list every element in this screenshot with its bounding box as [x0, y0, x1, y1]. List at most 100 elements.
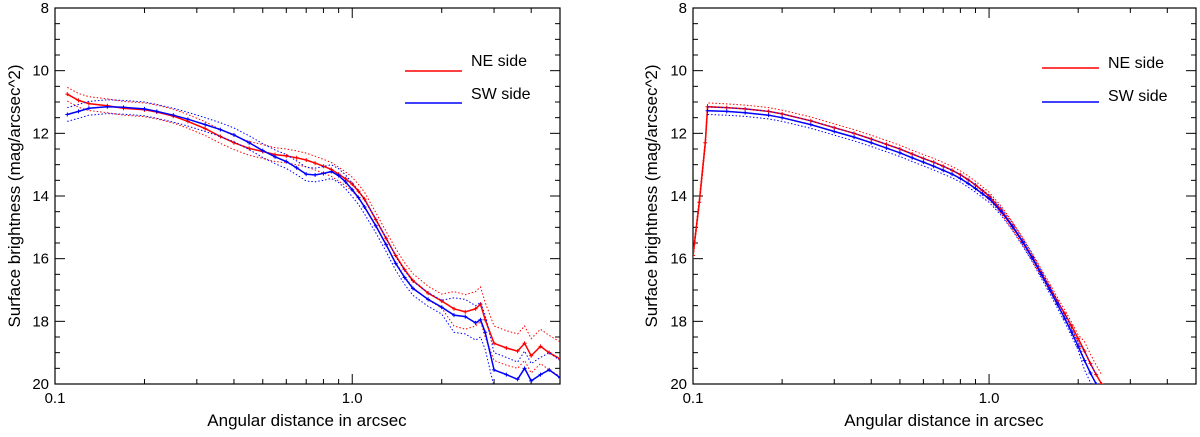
data-point	[1088, 371, 1093, 376]
data-point	[362, 204, 367, 209]
data-point	[313, 161, 318, 166]
y-tick-label: 16	[32, 251, 49, 268]
data-point	[1099, 382, 1104, 384]
error-envelope-upper	[693, 109, 1097, 384]
data-point	[558, 375, 560, 380]
y-tick-label: 12	[670, 125, 687, 142]
data-point	[808, 122, 813, 127]
y-tick-label: 16	[670, 251, 687, 268]
data-point	[142, 106, 147, 111]
data-point	[705, 108, 710, 113]
data-point	[1076, 336, 1081, 341]
data-point	[1039, 272, 1044, 277]
data-point	[941, 164, 946, 169]
y-tick-label: 10	[32, 63, 49, 80]
data-point	[231, 140, 236, 145]
data-point	[294, 165, 299, 170]
data-point	[973, 186, 978, 191]
data-point	[65, 112, 70, 117]
data-point	[65, 92, 70, 97]
data-point	[121, 105, 126, 110]
data-point	[463, 314, 468, 319]
data-point	[910, 155, 915, 160]
data-point	[529, 353, 534, 358]
data-point	[1047, 287, 1052, 292]
series-ne-side	[65, 86, 560, 377]
data-point	[547, 350, 552, 355]
series-line	[693, 105, 1103, 384]
data-point	[284, 159, 289, 164]
y-tick-label: 14	[670, 188, 687, 205]
data-point	[463, 309, 468, 314]
data-point	[321, 171, 326, 176]
data-point	[504, 372, 509, 377]
data-point	[921, 160, 926, 165]
data-point	[1020, 240, 1025, 245]
series-sw-side	[65, 99, 560, 384]
data-point	[321, 164, 326, 169]
data-point	[410, 286, 415, 291]
y-tick-label: 8	[41, 0, 49, 17]
data-point	[743, 110, 748, 115]
data-point	[473, 320, 478, 325]
data-point	[218, 127, 223, 132]
x-tick-label: 1.0	[979, 390, 1000, 407]
data-point	[1082, 358, 1087, 363]
data-point	[304, 172, 309, 177]
data-point	[356, 195, 361, 200]
data-point	[439, 305, 444, 310]
data-point	[693, 253, 695, 258]
data-point	[492, 341, 497, 346]
data-point	[393, 261, 398, 266]
data-point	[231, 132, 236, 137]
x-axis-label: Angular distance in arcsec	[207, 411, 407, 430]
x-tick-label: 1.0	[342, 390, 363, 407]
data-point	[439, 298, 444, 303]
legend: NE side SW side	[1042, 55, 1168, 105]
y-axis-label: Surface brightness (mag/arcsec^2)	[642, 64, 661, 327]
data-point	[402, 275, 407, 280]
data-point	[1010, 224, 1015, 229]
y-tick-label: 18	[32, 313, 49, 330]
data-point	[950, 172, 955, 177]
error-envelope-lower	[693, 102, 1103, 375]
data-point	[373, 223, 378, 228]
error-envelope-lower	[67, 86, 560, 343]
x-tick-label: 0.1	[683, 390, 704, 407]
data-point	[1069, 330, 1074, 335]
data-point	[921, 156, 926, 161]
data-point	[869, 136, 874, 141]
left-chart-panel: 8 10 12 14 16 18 200.1 1.0 Angular distance in …	[5, 0, 561, 430]
data-point	[973, 183, 978, 188]
data-point	[504, 345, 509, 350]
data-point	[529, 378, 534, 383]
error-envelope-lower	[67, 99, 560, 365]
error-envelope-upper	[67, 113, 494, 384]
data-point	[86, 106, 91, 111]
data-point	[426, 291, 431, 296]
data-point	[350, 187, 355, 192]
data-point	[336, 173, 341, 178]
data-point	[958, 176, 963, 181]
data-point	[478, 302, 483, 307]
y-tick-label: 20	[32, 376, 49, 393]
legend-label-ne: NE side	[471, 53, 527, 70]
data-point	[766, 113, 771, 118]
error-envelope-lower	[707, 106, 1097, 375]
data-point	[966, 177, 971, 182]
y-tick-label: 18	[670, 313, 687, 330]
data-point	[703, 140, 708, 145]
data-point	[558, 356, 560, 361]
data-point	[966, 181, 971, 186]
data-point	[203, 122, 208, 127]
data-point	[313, 173, 318, 178]
data-point	[452, 313, 457, 318]
data-point	[547, 367, 552, 372]
data-point	[343, 179, 348, 184]
data-point	[1082, 349, 1087, 354]
data-point	[473, 306, 478, 311]
data-point	[105, 104, 110, 109]
data-point	[852, 135, 857, 140]
y-tick-label: 14	[32, 188, 49, 205]
